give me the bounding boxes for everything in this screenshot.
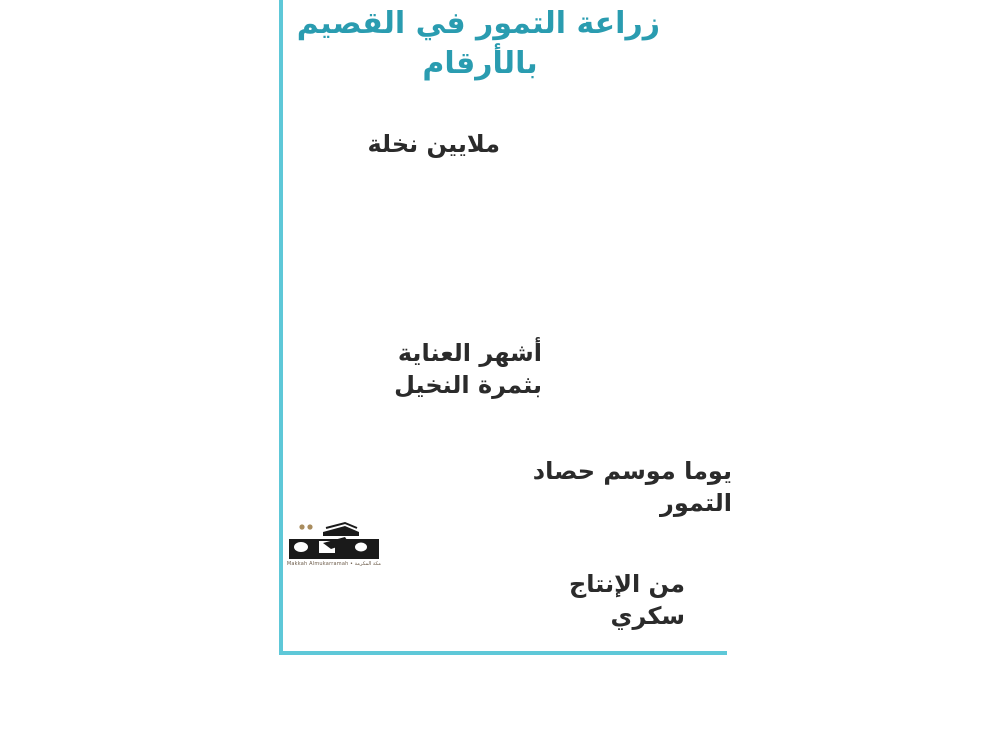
stat-caption-3-line-1: أشهر العناية	[397, 339, 542, 367]
makkah-logo-subtitle: مكة المكرمة • Makkah Almukarramah	[286, 561, 381, 567]
title-line-1: زراعة التمور في القصيم	[296, 6, 661, 41]
chart-vertical-axis	[279, 0, 283, 655]
stat-caption-4-line-2: التمور	[660, 489, 732, 517]
makkah-logo-icon	[289, 521, 379, 559]
stat-caption-3: أشهر العناية بثمرة النخيل	[394, 337, 542, 401]
stat-caption-5-line-2: سكري	[610, 602, 685, 630]
stat-caption-5: من الإنتاج سكري	[569, 568, 685, 632]
stat-caption-5-line-1: من الإنتاج	[568, 570, 685, 598]
stat-caption-3-line-2: بثمرة النخيل	[394, 371, 542, 399]
chart-horizontal-axis	[279, 651, 727, 655]
infographic-title: زراعة التمور في القصيم بالأرقام	[296, 4, 661, 84]
stat-caption-4-line-1: يوما موسم حصاد	[532, 457, 732, 485]
stat-caption-4: يوما موسم حصاد التمور	[533, 455, 732, 519]
stat-caption-1: ملايين نخلة	[367, 128, 500, 160]
stat-caption-1-line-1: ملايين نخلة	[367, 130, 500, 158]
title-line-2: بالأرقام	[422, 46, 538, 81]
makkah-newspaper-logo: مكة المكرمة • Makkah Almukarramah	[283, 519, 385, 571]
